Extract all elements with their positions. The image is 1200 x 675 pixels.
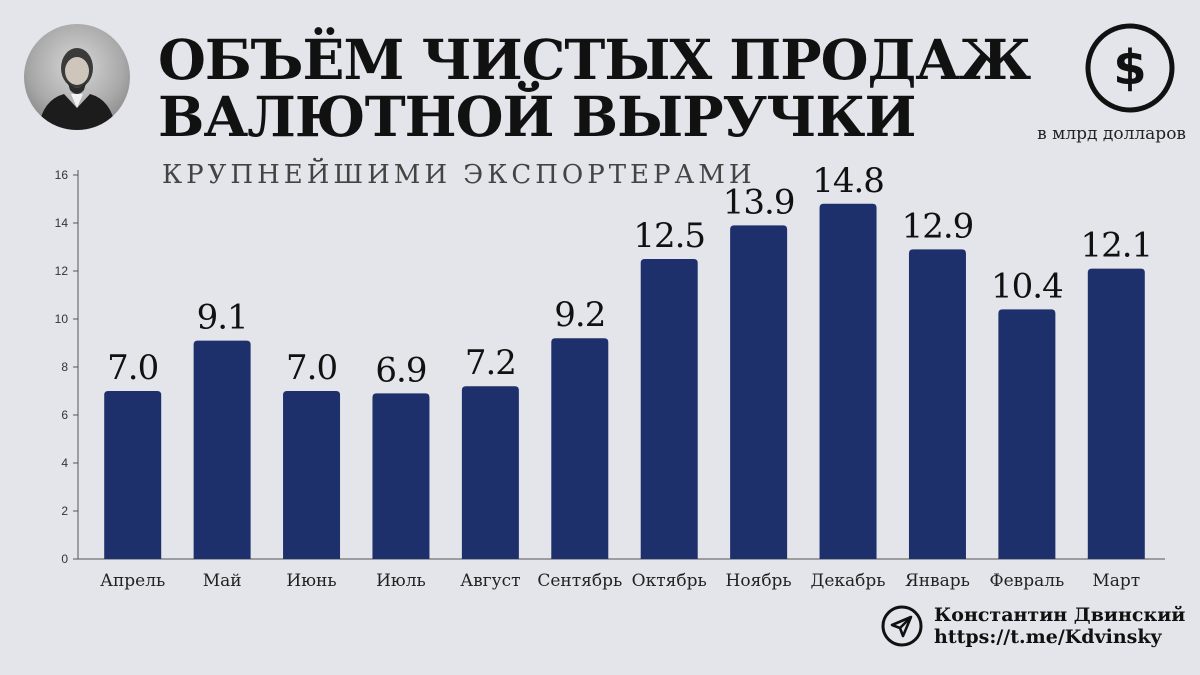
x-tick-label: Июль xyxy=(376,571,426,591)
bar-11 xyxy=(1087,268,1145,559)
bar-10 xyxy=(998,309,1056,559)
bars: 7.0 9.1 7.0 6.9 7.2 9.2 12.5 13.9 14.8 12.9 10.4 12… xyxy=(104,161,1153,560)
bar-5 xyxy=(551,338,609,559)
bar-value-label: 12.9 xyxy=(902,206,974,246)
bar-8 xyxy=(819,203,877,560)
y-tick-label: 6 xyxy=(61,408,68,422)
author-link[interactable]: https://t.me/Kdvinsky xyxy=(934,626,1162,648)
bar-3 xyxy=(372,393,430,559)
x-tick-label: Февраль xyxy=(989,571,1064,591)
y-tick-label: 14 xyxy=(55,216,69,230)
x-tick-label: Декабрь xyxy=(811,571,886,591)
bar-value-label: 7.0 xyxy=(107,348,158,388)
chart-title-line-2: ВАЛЮТНОЙ ВЫРУЧКИ xyxy=(158,84,916,149)
x-tick-label: Ноябрь xyxy=(726,571,792,591)
x-tick-label: Сентябрь xyxy=(537,571,622,591)
dollar-circle-icon: $ xyxy=(1085,23,1175,113)
x-tick-label: Август xyxy=(460,571,520,591)
bar-0 xyxy=(104,391,162,559)
bar-7 xyxy=(730,225,788,559)
y-tick-label: 16 xyxy=(55,168,69,182)
chart-title-line-1: ОБЪЁМ ЧИСТЫХ ПРОДАЖ xyxy=(158,27,1031,92)
bar-6 xyxy=(640,259,698,559)
bar-value-label: 10.4 xyxy=(991,266,1063,306)
bar-9 xyxy=(908,249,966,559)
bar-4 xyxy=(461,386,519,559)
telegram-send-icon xyxy=(881,605,923,647)
bar-1 xyxy=(193,340,251,559)
bar-value-label: 12.5 xyxy=(633,216,705,256)
y-tick-label: 8 xyxy=(61,360,68,374)
bar-value-label: 7.0 xyxy=(286,348,337,388)
y-axis: 0 2 4 6 8 10 12 14 16 xyxy=(55,168,1165,566)
x-tick-label: Май xyxy=(203,571,242,591)
x-tick-label: Октябрь xyxy=(632,571,707,591)
portrait-figure-icon xyxy=(38,48,116,130)
portrait-photo xyxy=(24,24,130,130)
bar-value-label: 13.9 xyxy=(723,182,795,222)
bar-value-label: 6.9 xyxy=(375,350,426,390)
x-tick-label: Январь xyxy=(905,571,970,591)
author-block: Константин Двинский https://t.me/Kdvinsk… xyxy=(880,604,1185,648)
y-tick-label: 12 xyxy=(55,264,69,278)
y-tick-label: 10 xyxy=(55,312,69,326)
bar-value-label: 9.1 xyxy=(197,298,248,338)
x-tick-label: Март xyxy=(1092,571,1140,591)
bar-value-label: 9.2 xyxy=(554,295,605,335)
dollar-symbol: $ xyxy=(1113,40,1146,96)
x-tick-label: Июнь xyxy=(286,571,336,591)
bar-value-label: 7.2 xyxy=(465,343,516,383)
y-tick-label: 2 xyxy=(61,504,68,518)
bar-value-label: 12.1 xyxy=(1080,226,1152,266)
x-tick-label: Апрель xyxy=(100,571,165,591)
bar-2 xyxy=(283,391,341,559)
y-tick-label: 4 xyxy=(61,456,68,470)
chart-subtitle: КРУПНЕЙШИМИ ЭКСПОРТЕРАМИ xyxy=(162,160,756,190)
x-axis-labels: Апрель Май Июнь Июль Август Сентябрь Октябрь Но… xyxy=(100,571,1140,591)
author-name: Константин Двинский xyxy=(934,604,1186,626)
units-label: в млрд долларов xyxy=(1037,124,1186,144)
y-tick-label: 0 xyxy=(61,552,68,566)
bar-value-label: 14.8 xyxy=(812,161,884,201)
